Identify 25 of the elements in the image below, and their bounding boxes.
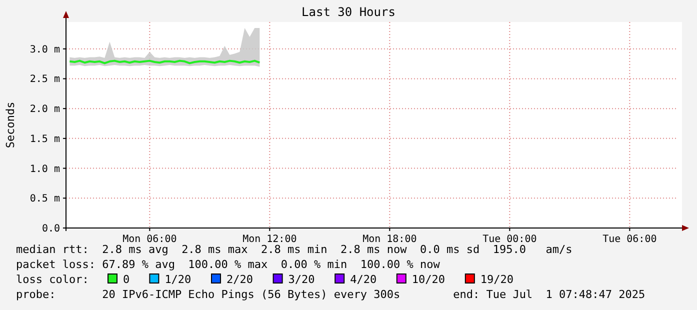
y-tick-label: 3.0 m — [30, 44, 60, 56]
y-tick-label: 1.5 m — [30, 134, 60, 145]
legend-label: 3/20 — [288, 273, 315, 286]
y-axis-title: Seconds — [4, 102, 17, 148]
legend-label: 0 — [123, 273, 130, 286]
x-tick-label: Tue 00:00 — [482, 234, 537, 245]
legend-label: 1/20 — [164, 273, 192, 286]
y-tick-label: 2.5 m — [30, 74, 60, 86]
legend-label: 19/20 — [480, 273, 514, 286]
x-tick-label: Mon 18:00 — [362, 234, 417, 245]
text: probe: 20 IPv6-ICMP Echo Pings (56 Bytes) every 300s end: Tue Jul 1 07:48:47 2025 — [16, 288, 646, 301]
text: packet loss: 67.89 % avg 100.00 % max 0.00 % min 100.00 % now — [16, 258, 440, 271]
x-tick-label: Mon 06:00 — [122, 234, 177, 245]
legend-title: loss color: — [16, 273, 89, 286]
y-tick-label: 2.0 m — [30, 104, 60, 116]
x-tick-label: Tue 06:00 — [602, 234, 657, 245]
legend-label: 10/20 — [412, 273, 446, 286]
y-tick-label: 0.0 — [42, 224, 60, 234]
text: median rtt: 2.8 ms avg 2.8 ms max 2.8 ms min 2.8 ms now 0.0 ms sd 195.0 am/s — [16, 243, 572, 256]
legend-label: 4/20 — [350, 273, 377, 286]
chart-title: Last 30 Hours — [302, 5, 396, 19]
y-tick-label: 0.5 m — [30, 194, 60, 205]
y-tick-label: 1.0 m — [30, 164, 60, 175]
legend-label: 2/20 — [226, 273, 253, 286]
x-tick-label: Mon 12:00 — [242, 234, 297, 245]
